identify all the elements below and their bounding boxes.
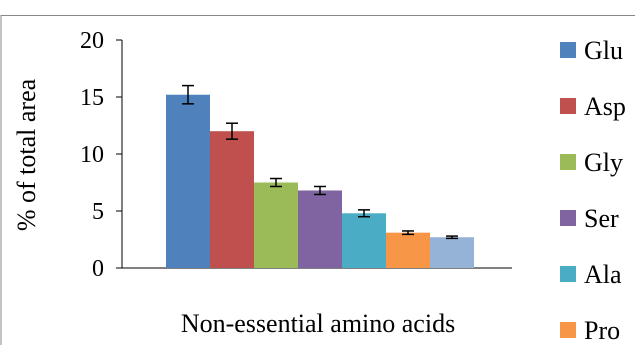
bar xyxy=(298,190,342,268)
y-tick-label: 20 xyxy=(80,28,104,54)
legend-label: Glu xyxy=(584,36,623,65)
legend-swatch xyxy=(560,210,576,226)
error-bars xyxy=(182,84,458,240)
legend-label: Ser xyxy=(584,204,619,233)
bar xyxy=(166,94,210,268)
legend-label: Ala xyxy=(584,260,622,289)
legend-label: Asp xyxy=(584,92,626,121)
bar xyxy=(386,232,430,268)
legend-swatch xyxy=(560,42,576,58)
y-tick-label: 5 xyxy=(92,199,104,225)
y-tick-label: 15 xyxy=(80,85,104,111)
legend-swatch xyxy=(560,154,576,170)
legend-label: Pro xyxy=(584,316,620,345)
legend: Glu Asp Gly Ser Ala Pro xyxy=(560,36,626,345)
legend-label: Gly xyxy=(584,148,623,177)
bar xyxy=(254,182,298,268)
bar xyxy=(210,131,254,268)
y-tick-label: 10 xyxy=(80,142,104,168)
y-tick-label: 0 xyxy=(92,256,104,282)
bars xyxy=(166,94,474,268)
legend-swatch xyxy=(560,322,576,338)
legend-swatch xyxy=(560,98,576,114)
x-axis-title: Non-essential amino acids xyxy=(181,309,455,338)
y-axis-title: % of total area xyxy=(12,78,41,231)
bar xyxy=(342,213,386,268)
bar xyxy=(430,237,474,268)
legend-swatch xyxy=(560,266,576,282)
